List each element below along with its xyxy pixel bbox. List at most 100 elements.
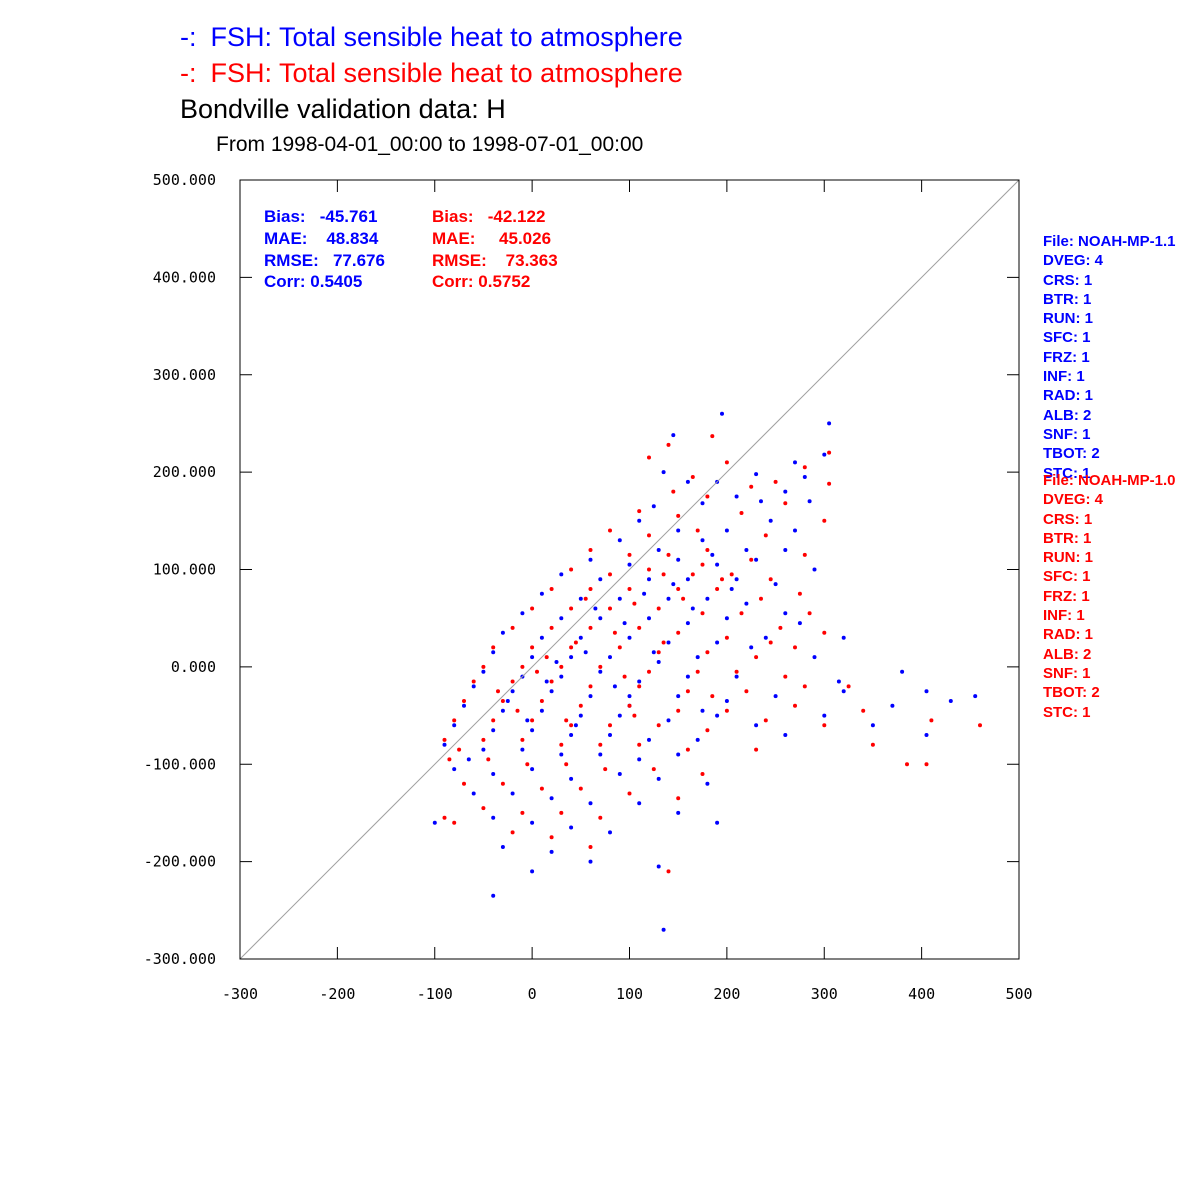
- data-point-red: [573, 640, 578, 645]
- data-point-red: [793, 645, 797, 650]
- config-item: STC: 1: [1043, 703, 1091, 721]
- data-point-red: [759, 596, 763, 601]
- data-point-red: [724, 708, 729, 713]
- data-point-blue: [432, 820, 437, 825]
- data-point-blue: [539, 635, 544, 640]
- data-point-blue: [452, 723, 457, 728]
- chart-title: Bondville validation data: H: [180, 94, 506, 124]
- data-point-blue: [802, 475, 807, 479]
- data-point-red: [929, 718, 934, 723]
- data-point-red: [608, 528, 612, 533]
- config-item: RUN: 1: [1043, 549, 1094, 567]
- data-point-red: [637, 742, 642, 747]
- data-point-blue: [695, 655, 700, 660]
- data-point-blue: [481, 747, 486, 752]
- data-point-blue: [559, 572, 564, 577]
- data-point-blue: [598, 577, 603, 582]
- data-point-red: [690, 572, 695, 577]
- config-item: RAD: 1: [1043, 626, 1094, 644]
- data-point-blue: [783, 548, 788, 552]
- data-point-blue: [617, 538, 622, 543]
- data-point-red: [861, 708, 866, 713]
- data-point-blue: [724, 699, 729, 703]
- data-point-blue: [773, 694, 778, 699]
- data-point-red: [491, 718, 496, 723]
- data-point-blue: [617, 713, 622, 718]
- data-point-blue: [510, 791, 515, 796]
- data-point-blue: [715, 640, 720, 645]
- data-point-red: [564, 718, 569, 723]
- data-point-blue: [549, 689, 554, 694]
- data-point-red: [768, 640, 773, 645]
- data-point-blue: [627, 635, 632, 640]
- data-point-blue: [793, 528, 797, 533]
- data-point-red: [559, 664, 564, 669]
- data-point-blue: [491, 772, 496, 776]
- data-point-red: [802, 552, 807, 557]
- data-point-blue: [924, 733, 929, 737]
- data-point-blue: [612, 684, 617, 689]
- data-point-red: [510, 625, 515, 630]
- data-point-blue: [500, 845, 505, 849]
- data-point-blue: [647, 577, 651, 582]
- config-item: SFC: 1: [1043, 329, 1091, 347]
- data-point-red: [500, 699, 505, 703]
- data-point-red: [754, 747, 759, 752]
- data-point-blue: [759, 499, 763, 504]
- data-point-blue: [539, 591, 544, 596]
- data-point-red: [632, 713, 637, 718]
- data-point-red: [588, 845, 593, 849]
- data-point-blue: [617, 596, 622, 601]
- data-point-blue: [710, 552, 715, 557]
- data-point-blue: [822, 452, 827, 457]
- stat-rmse-blue: RMSE: 77.676: [264, 251, 385, 270]
- data-point-red: [822, 723, 827, 728]
- config-item: RUN: 1: [1043, 310, 1094, 328]
- data-point-blue: [724, 616, 729, 621]
- data-point-blue: [890, 703, 895, 708]
- data-point-blue: [471, 791, 476, 796]
- data-point-red: [481, 664, 486, 669]
- data-point-red: [549, 679, 554, 684]
- data-point-red: [583, 596, 588, 601]
- data-point-red: [520, 737, 525, 742]
- data-point-blue: [651, 504, 656, 509]
- data-point-red: [690, 475, 695, 479]
- data-point-blue: [588, 859, 593, 864]
- data-point-blue: [797, 621, 802, 626]
- data-point-blue: [744, 601, 749, 606]
- data-point-red: [530, 718, 535, 723]
- data-point-blue: [676, 557, 681, 562]
- data-point-red: [500, 781, 505, 786]
- data-point-red: [695, 669, 700, 674]
- data-point-blue: [471, 684, 476, 689]
- data-point-red: [705, 494, 710, 499]
- data-point-red: [457, 747, 462, 752]
- data-point-blue: [685, 479, 690, 484]
- data-point-red: [671, 489, 676, 494]
- y-tick-label: -100.000: [144, 755, 216, 773]
- x-tick-label: -300: [222, 985, 258, 1003]
- data-point-blue: [783, 611, 788, 616]
- x-tick-label: 200: [713, 985, 740, 1003]
- data-point-blue: [530, 655, 535, 660]
- data-point-blue: [520, 611, 525, 616]
- data-point-blue: [452, 767, 457, 772]
- stat-mae-blue: MAE: 48.834: [264, 229, 379, 248]
- data-point-red: [612, 630, 617, 635]
- data-point-red: [710, 694, 715, 699]
- data-point-red: [608, 572, 612, 577]
- data-point-blue: [754, 472, 759, 477]
- data-point-red: [535, 669, 539, 674]
- data-point-red: [520, 810, 525, 815]
- data-point-red: [739, 511, 744, 515]
- data-point-red: [802, 465, 807, 470]
- data-point-red: [462, 781, 466, 786]
- data-point-blue: [656, 864, 661, 869]
- data-point-red: [685, 689, 690, 694]
- data-point-blue: [870, 723, 875, 728]
- data-point-blue: [598, 752, 603, 757]
- data-point-blue: [948, 699, 953, 703]
- data-point-red: [676, 630, 681, 635]
- data-point-blue: [637, 757, 642, 762]
